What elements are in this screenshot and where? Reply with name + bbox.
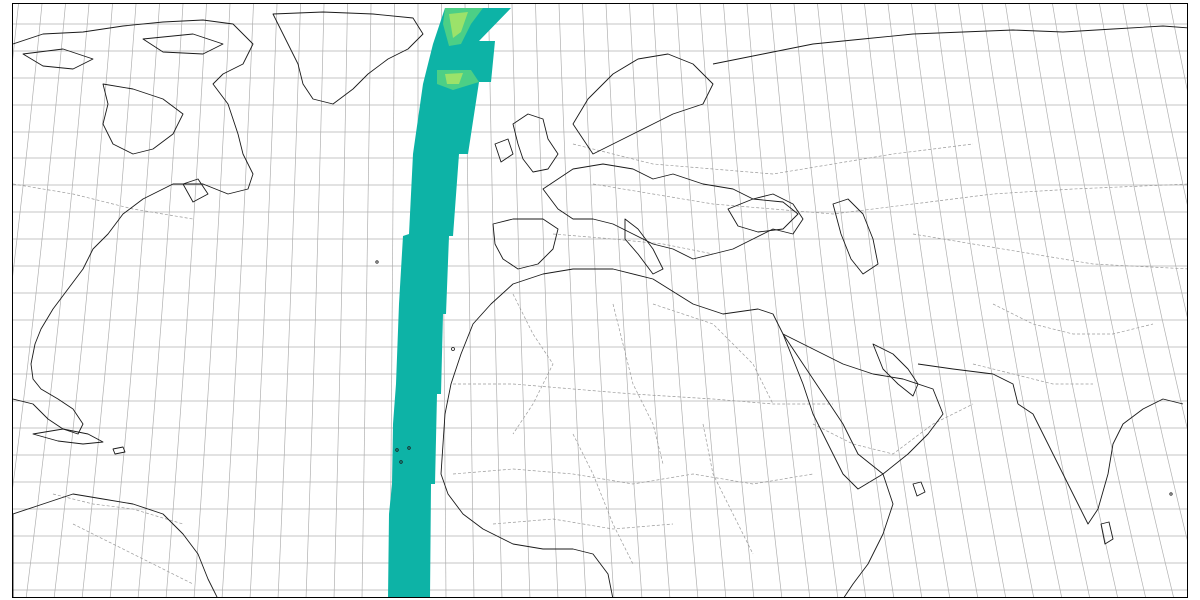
meridian-line — [652, 4, 699, 597]
coast-arctic-islands-2 — [142, 33, 224, 55]
coast-caribbean-islands — [112, 446, 126, 455]
meridian-line — [793, 4, 867, 597]
meridian-line — [864, 4, 951, 597]
meridian-line — [25, 4, 90, 597]
meridian-line — [699, 4, 755, 597]
meridian-line — [582, 4, 615, 597]
meridian-line — [305, 4, 325, 597]
meridian-line — [723, 4, 783, 597]
swath-greenland-highlight-2 — [449, 12, 468, 38]
meridian-line — [887, 4, 978, 597]
coastlines — [13, 11, 1187, 597]
meridian-line — [558, 4, 587, 597]
coast-north-america — [13, 19, 254, 435]
coast-asia-north — [712, 25, 1187, 65]
meridian-line — [958, 4, 1062, 597]
meridian-line — [488, 4, 503, 597]
meridian-line — [770, 4, 839, 597]
meridian-line — [333, 4, 348, 597]
meridian-line — [1099, 4, 1187, 429]
country-borders — [13, 143, 1187, 585]
coast-italy — [624, 218, 664, 275]
swath-strip — [388, 8, 511, 597]
meridian-line — [53, 4, 113, 597]
meridian-line — [1005, 4, 1118, 597]
meridian-line — [1169, 4, 1187, 91]
meridian-line — [1028, 4, 1146, 597]
parallels — [13, 23, 1187, 591]
graticule — [13, 4, 1187, 597]
meridian-line — [137, 4, 184, 597]
coast-europe-mainland — [542, 163, 804, 260]
meridian-line — [981, 4, 1090, 597]
meridian-line — [1122, 4, 1187, 318]
swath-iceland-highlight-2 — [445, 73, 463, 84]
meridian-line — [1052, 4, 1174, 597]
meridian-line — [13, 4, 66, 488]
coast-sri-lanka — [1100, 521, 1114, 545]
meridian-line — [277, 4, 301, 597]
satellite-swath[interactable] — [388, 8, 511, 598]
coast-caspian — [832, 198, 879, 275]
meridian-line — [109, 4, 160, 597]
coast-britain — [512, 113, 559, 173]
meridian-line — [511, 4, 531, 597]
world-map[interactable] — [13, 4, 1188, 598]
coast-persian-gulf — [872, 343, 919, 397]
coast-india — [1017, 398, 1184, 525]
meridian-line — [13, 4, 43, 277]
meridian-line — [1146, 4, 1187, 205]
coast-madagascar — [912, 481, 926, 497]
meridian-line — [1075, 4, 1187, 541]
coast-scandinavia — [572, 53, 714, 155]
map-frame — [12, 3, 1188, 598]
coast-hudson-bay — [102, 83, 184, 155]
coast-arctic-islands — [22, 48, 94, 70]
coast-africa — [440, 268, 894, 597]
meridian-line — [911, 4, 1006, 597]
meridian-line — [817, 4, 895, 597]
meridian-line — [249, 4, 278, 597]
coast-newfoundland — [182, 178, 209, 203]
meridian-line — [605, 4, 643, 597]
meridian-line — [193, 4, 231, 597]
meridian-line — [221, 4, 254, 597]
meridian-line — [629, 4, 671, 597]
meridian-line — [840, 4, 923, 597]
coast-iran — [917, 363, 1019, 405]
meridian-line — [81, 4, 137, 597]
meridian-line — [165, 4, 207, 597]
coast-iberia — [492, 218, 559, 270]
coast-ireland — [494, 138, 514, 163]
coast-black-sea — [727, 198, 799, 233]
coast-south-america — [13, 493, 218, 597]
meridian-line — [535, 4, 559, 597]
meridian-line — [934, 4, 1034, 597]
meridian-line — [746, 4, 811, 597]
small-islands — [375, 260, 1173, 496]
meridian-line — [676, 4, 727, 597]
coast-greenland — [272, 11, 424, 105]
coast-arabia — [782, 333, 944, 490]
coast-cuba — [32, 428, 104, 445]
